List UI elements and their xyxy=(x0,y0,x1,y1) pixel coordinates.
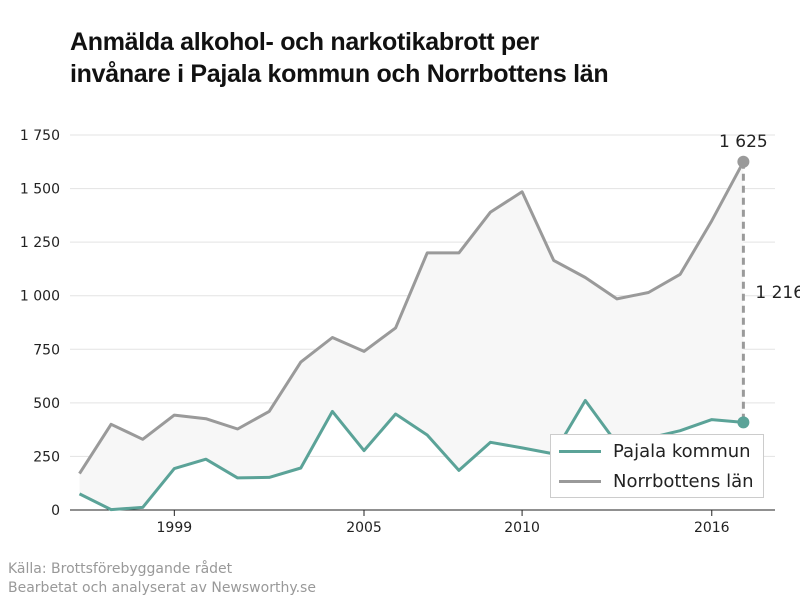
difference-value-label: 1 216 xyxy=(755,283,800,303)
area-between-series xyxy=(79,161,744,510)
chart-title: Anmälda alkohol- och narkotikabrott per … xyxy=(70,26,770,90)
y-tick-label: 1 500 xyxy=(20,182,60,198)
x-tick-label: 2010 xyxy=(504,520,540,536)
y-tick-label: 1 250 xyxy=(20,235,60,251)
x-tick-label: 2005 xyxy=(346,520,382,536)
x-axis-ticks: 1999 2005 2010 2016 xyxy=(157,510,730,536)
end-point-norrbottens-lan xyxy=(737,155,750,168)
y-tick-label: 1 750 xyxy=(20,128,60,144)
y-tick-label: 0 xyxy=(51,503,60,519)
legend-label-pajala-kommun: Pajala kommun xyxy=(613,440,751,462)
chart-legend: Pajala kommun Norrbottens län xyxy=(550,434,764,498)
legend-swatch-norrbottens-lan xyxy=(559,479,601,483)
legend-swatch-pajala-kommun xyxy=(559,449,601,453)
legend-item-norrbottens-lan[interactable]: Norrbottens län xyxy=(559,466,754,496)
legend-label-norrbottens-lan: Norrbottens län xyxy=(613,470,754,492)
chart-title-line-2: invånare i Pajala kommun och Norrbottens… xyxy=(70,60,609,88)
series-line-norrbottens-lan xyxy=(78,161,745,475)
legend-item-pajala-kommun[interactable]: Pajala kommun xyxy=(559,436,751,466)
source-note: Källa: Brottsförebyggande rådet Bearbeta… xyxy=(8,560,316,598)
chart-title-line-1: Anmälda alkohol- och narkotikabrott per xyxy=(70,28,539,56)
end-value-label-norrbottens-lan: 1 625 xyxy=(719,132,768,152)
end-point-pajala-kommun xyxy=(737,416,750,429)
x-tick-label: 2016 xyxy=(694,520,730,536)
x-tick-label: 1999 xyxy=(157,520,193,536)
source-line-1: Källa: Brottsförebyggande rådet xyxy=(8,561,233,577)
y-axis-ticks: 0 250 500 750 1 000 1 250 1 500 1 750 xyxy=(20,128,60,519)
y-tick-label: 750 xyxy=(33,342,60,358)
y-tick-label: 250 xyxy=(33,449,60,465)
source-line-2: Bearbetat och analyserat av Newsworthy.s… xyxy=(8,580,316,596)
y-tick-label: 500 xyxy=(33,396,60,412)
y-tick-label: 1 000 xyxy=(20,289,60,305)
